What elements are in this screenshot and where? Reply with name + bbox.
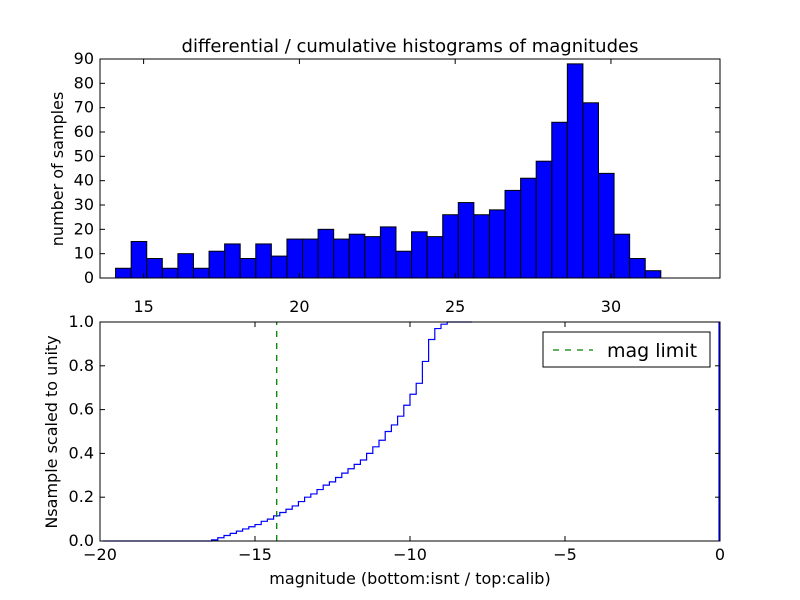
histogram-y-tick-label: 30	[74, 195, 94, 214]
histogram-bar	[192, 267, 210, 279]
histogram-y-tick-label: 40	[74, 171, 94, 190]
histogram-y-tick-label: 50	[74, 146, 94, 165]
cumulative-step-line	[103, 321, 472, 542]
cumulative-y-tick-label: 0.4	[69, 443, 94, 462]
cumulative-x-axis-label: magnitude (bottom:isnt / top:calib)	[269, 569, 550, 588]
histogram-bar	[270, 255, 288, 279]
histogram-bar	[255, 243, 272, 279]
cumulative-y-tick-label: 1.0	[69, 312, 94, 331]
histogram-x-tick-label: 25	[445, 297, 465, 316]
histogram-bar	[379, 226, 397, 279]
histogram-bar	[348, 233, 366, 279]
histogram-bar	[395, 250, 413, 279]
histogram-y-tick-label: 70	[74, 98, 94, 117]
histogram-bar	[566, 63, 584, 279]
histogram-bar	[317, 228, 335, 279]
cumulative-ticks: 0.0 0.2 0.4 0.6 0.8 1.0 −20 −15 −10 −5 0	[69, 312, 726, 564]
histogram-bar	[426, 236, 444, 279]
histogram-bar	[146, 258, 163, 279]
histogram-bar	[457, 202, 475, 279]
cumulative-y-tick-label: 0.2	[69, 487, 94, 506]
histogram-bars	[115, 63, 662, 279]
histogram-bar	[224, 243, 241, 279]
histogram-y-tick-label: 60	[74, 122, 94, 141]
cumulative-x-tick-label: −20	[83, 545, 117, 564]
cumulative-y-axis-label: Nsample scaled to unity	[42, 335, 61, 528]
histogram-bar	[115, 267, 132, 279]
cumulative-y-tick-label: 0.0	[69, 531, 94, 550]
cumulative-y-tick-label: 0.8	[69, 356, 94, 375]
histogram-y-tick-label: 20	[74, 219, 94, 238]
histogram-bar	[177, 253, 194, 279]
histogram-y-tick-label: 90	[74, 49, 94, 68]
histogram-bar	[161, 267, 179, 279]
cumulative-lines	[103, 321, 720, 542]
histogram-plot: 0 10 20 30 40 50 60 70 80 90 15 20 25 30 differential…	[48, 36, 721, 316]
histogram-bar	[411, 231, 428, 279]
histogram-bar	[333, 238, 350, 279]
cumulative-x-tick-label: 0	[715, 545, 725, 564]
histogram-y-tick-label: 80	[74, 73, 94, 92]
histogram-bar	[488, 209, 506, 279]
histogram-bar	[286, 238, 304, 279]
cumulative-x-tick-label: −15	[238, 545, 272, 564]
histogram-bar	[239, 258, 257, 279]
histogram-x-tick-label: 30	[601, 297, 621, 316]
histogram-axes-frame	[99, 58, 721, 279]
histogram-bar	[302, 238, 319, 279]
histogram-ticks: 0 10 20 30 40 50 60 70 80 90 15 20 25 30	[74, 49, 720, 316]
histogram-bar	[364, 236, 381, 279]
cumulative-x-tick-label: −5	[553, 545, 577, 564]
histogram-x-tick-label: 15	[133, 297, 153, 316]
histogram-bar	[504, 189, 522, 279]
histogram-bar	[613, 233, 631, 279]
histogram-title: differential / cumulative histograms of …	[182, 36, 639, 57]
histogram-y-tick-label: 0	[84, 268, 94, 287]
histogram-bar	[473, 214, 490, 279]
histogram-bar	[644, 270, 662, 279]
histogram-bar	[130, 241, 148, 279]
histogram-bar	[520, 177, 537, 279]
histogram-bar	[582, 102, 599, 279]
legend: mag limit	[542, 331, 711, 368]
histogram-bar	[629, 258, 646, 279]
histogram-x-tick-label: 20	[289, 297, 309, 316]
histogram-y-axis-label: number of samples	[48, 92, 67, 247]
histogram-bar	[442, 214, 459, 279]
cumulative-x-tick-label: −10	[393, 545, 427, 564]
histogram-bar	[551, 121, 568, 279]
cumulative-y-tick-label: 0.6	[69, 400, 94, 419]
legend-mag-limit-label: mag limit	[607, 340, 697, 362]
histogram-bar	[535, 160, 553, 279]
histogram-bar	[597, 172, 615, 279]
histogram-y-tick-label: 10	[74, 244, 94, 263]
cumulative-plot: 0.0 0.2 0.4 0.6 0.8 1.0 −20 −15 −10 −5 0 magnitude…	[42, 312, 725, 588]
histogram-bar	[208, 250, 226, 279]
